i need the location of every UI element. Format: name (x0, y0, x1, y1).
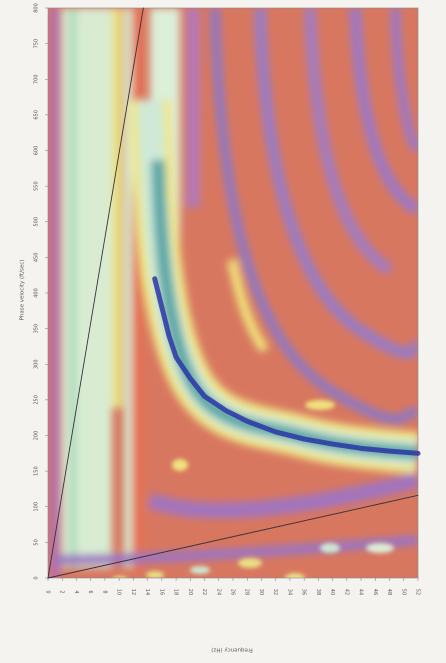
y-tick-label: 550 (34, 181, 40, 191)
x-tick-label: 14 (144, 589, 150, 595)
x-tick-label: 26 (230, 589, 236, 595)
x-tick-label: 48 (386, 589, 392, 595)
x-tick-label: 52 (415, 589, 421, 595)
x-tick-label: 32 (272, 589, 278, 595)
x-tick-label: 42 (343, 589, 349, 595)
y-tick-label: 0 (34, 576, 40, 579)
x-tick-label: 50 (400, 589, 406, 595)
x-tick-label: 16 (158, 589, 164, 595)
y-tick-label: 50 (34, 539, 40, 545)
y-tick-label: 350 (34, 324, 40, 334)
y-tick-label: 650 (34, 110, 40, 120)
x-tick-label: 38 (315, 589, 321, 595)
y-tick-label: 450 (34, 253, 40, 263)
x-tick-label: 40 (329, 589, 335, 595)
x-tick-label: 2 (59, 590, 65, 593)
y-tick-label: 800 (34, 3, 40, 13)
heatmap-background (48, 8, 418, 578)
x-tick-label: 46 (372, 589, 378, 595)
x-tick-label: 34 (286, 589, 292, 595)
y-axis-title: Phase velocity (ft/sec) (20, 260, 26, 321)
x-tick-label: 18 (173, 589, 179, 595)
y-tick-label: 500 (34, 217, 40, 227)
series-line (47, 494, 419, 579)
y-tick-label: 600 (34, 146, 40, 156)
x-tick-label: 22 (201, 589, 207, 595)
x-tick-label: 30 (258, 589, 264, 595)
x-tick-label: 44 (358, 589, 364, 595)
x-tick-label: 0 (45, 590, 51, 593)
y-tick-label: 700 (34, 74, 40, 84)
x-tick-label: 28 (244, 589, 250, 595)
series-line (152, 276, 421, 456)
x-tick-label: 36 (301, 589, 307, 595)
y-tick-label: 200 (34, 431, 40, 441)
y-tick-label: 400 (34, 288, 40, 298)
x-tick-label: 24 (215, 589, 221, 595)
y-tick-label: 250 (34, 395, 40, 405)
series-line (47, 7, 144, 579)
y-tick-label: 750 (34, 39, 40, 49)
x-tick-label: 4 (73, 590, 79, 593)
y-tick-label: 100 (34, 502, 40, 512)
x-tick-label: 6 (87, 590, 93, 593)
x-tick-label: 10 (116, 589, 122, 595)
x-tick-label: 12 (130, 589, 136, 595)
x-axis-title: Frequency (Hz) (211, 647, 252, 653)
y-tick-label: 300 (34, 359, 40, 369)
y-tick-label: 150 (34, 466, 40, 476)
x-tick-label: 8 (101, 590, 107, 593)
x-tick-label: 20 (187, 589, 193, 595)
